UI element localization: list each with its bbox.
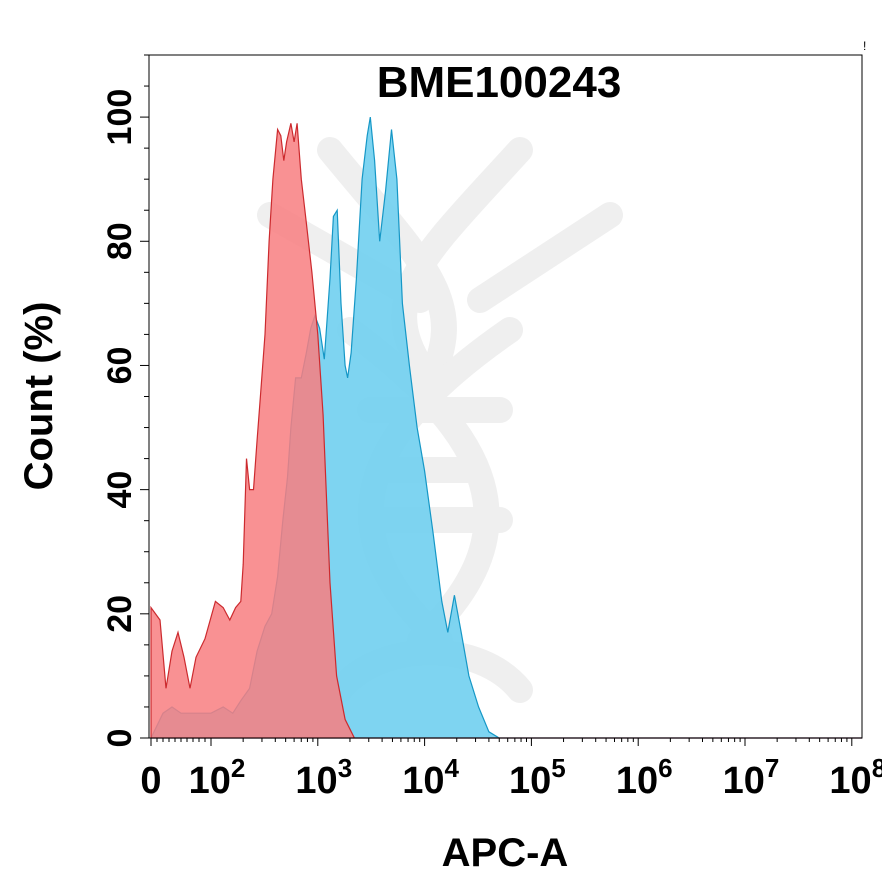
y-axis: 0 20 40 60 80 100	[101, 54, 149, 748]
y-tick-label: 20	[101, 595, 139, 633]
histogram-series	[150, 117, 862, 739]
x-tick-label: 107	[723, 753, 780, 802]
histogram-series-1	[150, 123, 862, 739]
x-axis-label: APC-A	[442, 831, 569, 875]
x-tick-label: 105	[509, 753, 566, 802]
x-tick-label: 0	[140, 760, 161, 802]
x-tick-label: 104	[402, 753, 459, 802]
x-axis: 0 102 103 104 105 106 107 108	[140, 738, 882, 802]
y-axis-label: Count (%)	[17, 302, 61, 491]
chart-title: BME100243	[377, 58, 622, 107]
y-tick-label: 0	[101, 729, 139, 748]
x-tick-label: 103	[295, 753, 352, 802]
y-tick-label: 40	[101, 471, 139, 509]
x-tick-label: 108	[829, 753, 882, 802]
y-tick-label: 80	[101, 222, 139, 260]
y-tick-label: 60	[101, 347, 139, 385]
corner-mark: !	[863, 39, 866, 53]
x-tick-label: 102	[189, 753, 246, 802]
x-tick-label: 106	[616, 753, 673, 802]
y-tick-label: 100	[101, 89, 139, 146]
